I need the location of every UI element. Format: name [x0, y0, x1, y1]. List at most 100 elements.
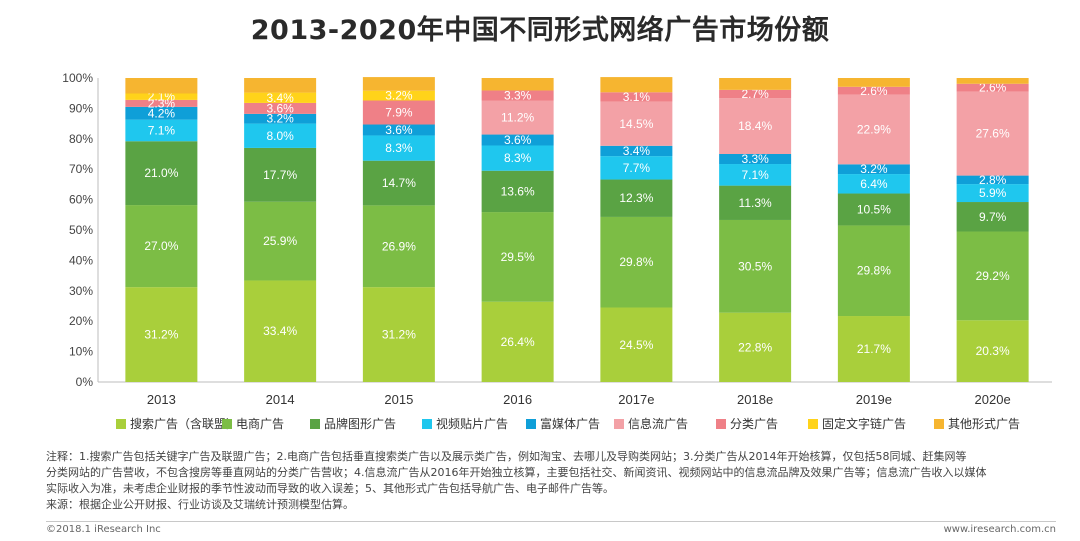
data-label: 3.2%	[385, 89, 413, 103]
legend-swatch	[808, 419, 818, 429]
data-label: 26.9%	[382, 239, 416, 253]
data-label: 5.9%	[979, 186, 1007, 200]
stacked-bar-chart: 0% 10% 20% 30% 40% 50% 60% 70% 80% 90% 100% 31.2% 27…	[62, 71, 1052, 431]
bar-segment	[362, 135, 435, 161]
bar-segment	[244, 201, 317, 281]
y-tick-label: 80%	[69, 132, 93, 146]
bar-segment	[362, 205, 435, 288]
data-label: 3.6%	[504, 133, 532, 147]
bar-segment	[244, 102, 317, 114]
data-label: 9.7%	[979, 210, 1007, 224]
bar-segment	[719, 219, 792, 313]
bar-segment	[956, 231, 1029, 321]
bar-segment	[837, 78, 910, 87]
legend-label: 品牌图形广告	[324, 417, 396, 431]
data-label: 3.4%	[266, 91, 294, 105]
bar-segment	[481, 78, 554, 91]
bar-segment	[244, 113, 317, 124]
data-label: 6.4%	[860, 177, 888, 191]
data-label: 17.7%	[263, 168, 297, 182]
note-line: 分类网站的广告营收，不包含搜房等垂直网站的分类广告营收；4.信息流广告从2016…	[46, 466, 987, 479]
data-label: 7.9%	[385, 106, 413, 120]
legend-swatch	[716, 419, 726, 429]
bar-segment	[600, 179, 673, 217]
data-label: 24.5%	[619, 338, 653, 352]
bar-segment	[719, 154, 792, 165]
y-tick-label: 90%	[69, 101, 93, 115]
legend-label: 电商广告	[236, 416, 284, 431]
data-label: 3.4%	[623, 144, 651, 158]
bar-segment	[719, 312, 792, 382]
data-label: 22.8%	[738, 340, 772, 354]
y-tick-label: 70%	[69, 162, 93, 176]
data-label: 3.3%	[504, 88, 532, 102]
bar-segment	[837, 193, 910, 226]
data-label: 7.1%	[148, 123, 176, 137]
bar-segment	[362, 287, 435, 382]
y-tick-label: 30%	[69, 284, 93, 298]
bar-segment	[481, 301, 554, 382]
data-label: 2.6%	[979, 81, 1007, 95]
data-label: 3.3%	[741, 152, 769, 166]
bar-segment	[481, 90, 554, 101]
data-label: 26.4%	[501, 335, 535, 349]
data-label: 7.1%	[741, 168, 769, 182]
y-tick-label: 20%	[69, 314, 93, 328]
bar-segment	[837, 94, 910, 165]
legend-label: 固定文字链广告	[822, 416, 906, 431]
data-label: 8.3%	[385, 141, 413, 155]
data-label: 2.6%	[860, 84, 888, 98]
bar-segment	[362, 77, 435, 91]
y-tick-label: 60%	[69, 193, 93, 207]
bar-segment	[481, 212, 554, 302]
bar-segment	[837, 225, 910, 317]
data-label: 3.6%	[266, 101, 294, 115]
x-tick-label: 2013	[147, 392, 176, 407]
data-label: 21.7%	[857, 342, 891, 356]
source-note: 来源：根据企业公开财报、行业访谈及艾瑞统计预测模型估算。	[46, 498, 354, 511]
data-label: 21.0%	[144, 166, 178, 180]
bar-segment	[125, 106, 198, 120]
legend-swatch	[614, 419, 624, 429]
bar-segment	[600, 77, 673, 93]
bar-segment	[600, 101, 673, 146]
data-label: 3.6%	[385, 123, 413, 137]
data-label: 7.7%	[623, 161, 651, 175]
data-label: 31.2%	[144, 328, 178, 342]
bar-segment	[956, 320, 1029, 382]
data-label: 29.5%	[501, 250, 535, 264]
y-tick-label: 40%	[69, 253, 93, 267]
bar-segment	[125, 78, 198, 94]
legend-label: 视频贴片广告	[436, 416, 508, 431]
data-label: 12.3%	[619, 191, 653, 205]
data-label: 14.5%	[619, 117, 653, 131]
bar-segment	[244, 92, 317, 103]
data-label: 3.1%	[623, 90, 651, 104]
bar-segment	[125, 93, 198, 100]
bar-segment	[719, 164, 792, 186]
bar-segment	[719, 98, 792, 154]
bar-segment	[362, 124, 435, 136]
bar-segment	[837, 86, 910, 95]
bar-segment	[719, 89, 792, 99]
legend-swatch	[222, 419, 232, 429]
data-label: 31.2%	[382, 328, 416, 342]
bar-segment	[481, 134, 554, 146]
legend-label: 分类广告	[730, 417, 778, 431]
data-label: 33.4%	[263, 324, 297, 338]
data-label: 13.6%	[501, 184, 535, 198]
bar-segment	[719, 78, 792, 90]
legend-swatch	[934, 419, 944, 429]
legend-label: 搜索广告（含联盟）	[130, 416, 238, 431]
x-tick-label: 2015	[384, 392, 413, 407]
website-text: www.iresearch.com.cn	[943, 524, 1056, 535]
data-label: 8.3%	[504, 151, 532, 165]
data-label: 27.6%	[976, 127, 1010, 141]
bar-segment	[362, 160, 435, 206]
data-label: 10.5%	[857, 202, 891, 216]
footer-divider	[46, 521, 1056, 522]
bar-segment	[362, 100, 435, 125]
bar-segment	[125, 119, 198, 142]
bar-segment	[956, 202, 1029, 232]
bar-segment	[481, 170, 554, 213]
